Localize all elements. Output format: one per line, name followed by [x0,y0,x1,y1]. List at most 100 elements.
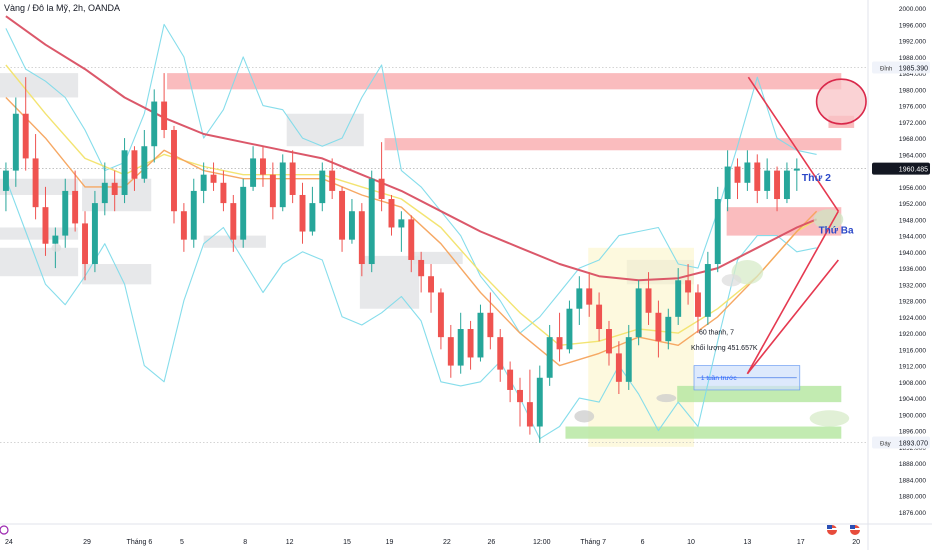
candle-body [744,162,751,183]
candle [596,292,603,342]
candle [220,170,227,212]
ma-long-line [5,15,817,282]
volume-info-label: Khối lượng 451.657K [691,343,758,352]
candle [694,284,701,334]
candle-body [418,259,425,277]
time-tick-label: 20 [852,539,860,546]
candle-body [42,207,49,244]
price-tick-label: 1972.000 [899,120,926,127]
candle-body [566,308,573,350]
candle-body [131,150,138,179]
price-tick-label: 1920.000 [899,331,926,338]
candle-body [556,337,563,350]
candle-body [615,353,622,382]
candle [2,162,9,212]
candle [289,150,296,204]
candle [358,203,365,277]
weekday-label-tuesday: Thứ Ba [819,226,854,237]
candle [665,308,672,350]
time-tick-label: 10 [687,539,695,546]
price-tick-label: 1900.000 [899,412,926,419]
candle-body [101,182,108,204]
price-tick-label: 1908.000 [899,380,926,387]
candle-body [319,170,326,204]
bollinger-upper-line [5,23,817,334]
candle [72,170,79,232]
current-price-tag: 1960.485 [872,162,930,175]
candle [279,154,286,212]
candle-body [200,174,207,191]
range-box [0,178,79,195]
candle [22,77,29,171]
candle-body [487,312,494,338]
candle [437,288,444,350]
time-tick-label: 24 [5,539,13,546]
candle-body [190,190,197,240]
price-tick-label: 1956.000 [899,185,926,192]
candle-body [437,292,444,338]
candle [260,146,266,187]
candle [240,178,247,248]
symbol-title: Vàng / Đô la Mỹ, 2h, OANDA [4,3,121,13]
price-tick-label: 1964.000 [899,152,926,159]
highlight-ellipse [815,78,867,125]
price-tick-label: 1940.000 [899,250,926,257]
candle [141,129,148,183]
candle [348,199,355,244]
candle [556,312,563,362]
candle-body [625,337,632,382]
candle-body [457,329,464,366]
current-price-tag-bg [872,162,930,175]
candle-body [299,194,306,232]
flag-us-icon[interactable] [827,525,837,535]
candle [536,365,543,443]
candle [171,125,177,224]
candle [704,251,711,325]
range-box [286,113,364,147]
candle-body [2,170,9,191]
flag-canton [827,525,832,529]
trendline [747,76,840,212]
price-tick-label: 1944.000 [899,234,926,241]
time-tick-label: 19 [386,539,394,546]
tv-logo-icon[interactable] [0,525,9,535]
low-price-tag-bg [872,436,930,449]
candle-body [408,219,415,260]
candle [625,324,632,390]
candle-body [793,168,800,171]
candle-body [230,203,237,240]
price-tick-label: 1928.000 [899,299,926,306]
candle-body [675,280,682,317]
candle [408,215,415,273]
candle [210,162,217,191]
range-box [0,227,79,240]
price-tick-label: 1992.000 [899,39,926,46]
candle-body [329,170,336,191]
range-box [359,255,420,309]
low-price-tag-value: 1893.070 [899,440,928,447]
price-tick-label: 1984.000 [899,71,926,78]
supply-zone [384,138,842,151]
price-tick-label: 1976.000 [899,104,926,111]
candle-body [467,329,474,358]
price-tick-label: 1936.000 [899,266,926,273]
candle-body [180,211,187,240]
candle [378,142,385,212]
demand-zone [565,426,842,439]
price-tick-label: 1932.000 [899,282,926,289]
candle-body [526,402,533,427]
candle [734,158,741,200]
candle-body [91,203,98,265]
flag-us-icon[interactable] [850,525,860,535]
candle-body [665,316,672,342]
candle-body [240,186,247,240]
current-price-tag-value: 1960.485 [899,167,928,174]
bars-info-label: 60 thanh, 7 [699,330,734,337]
candle-body [279,162,286,208]
price-tick-label: 1896.000 [899,429,926,436]
time-tick-label: 17 [797,539,805,546]
candle-body [368,178,375,265]
candle [62,178,69,248]
